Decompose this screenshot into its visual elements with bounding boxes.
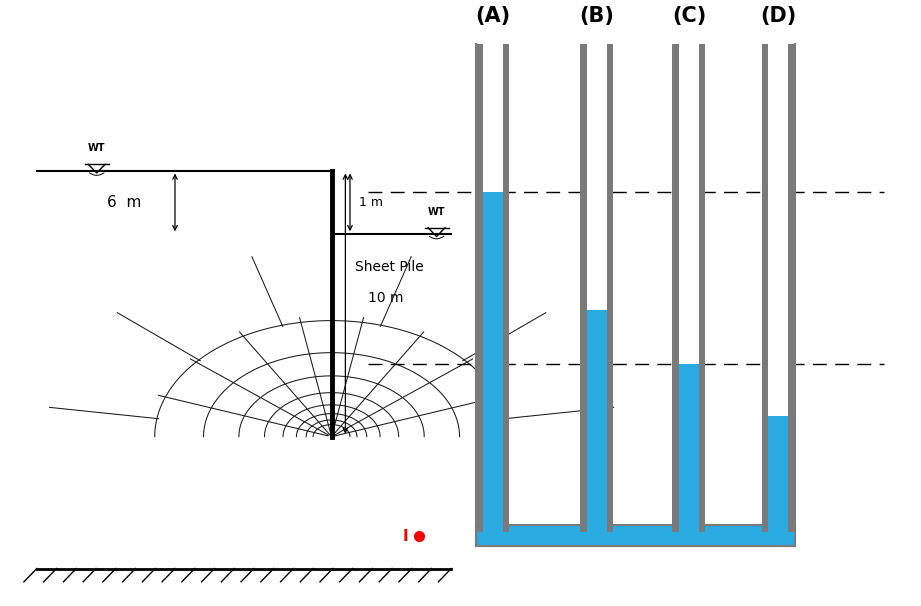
Bar — [788, 44, 795, 532]
Text: I: I — [402, 529, 408, 544]
Bar — [699, 44, 705, 532]
Text: (B): (B) — [579, 5, 614, 25]
Bar — [768, 416, 788, 532]
Bar — [476, 44, 483, 532]
Bar — [672, 44, 679, 532]
Text: (D): (D) — [760, 5, 797, 25]
Text: 10 m: 10 m — [368, 291, 404, 305]
Bar — [483, 192, 503, 532]
Bar — [587, 44, 607, 532]
Text: WT: WT — [427, 207, 446, 217]
Bar — [679, 364, 699, 532]
Bar — [587, 310, 607, 532]
Bar — [762, 44, 768, 532]
Bar — [607, 44, 613, 532]
Text: Sheet Pile: Sheet Pile — [355, 261, 424, 275]
Text: (A): (A) — [475, 5, 510, 25]
Text: (C): (C) — [671, 5, 706, 25]
Text: 1 m: 1 m — [359, 196, 383, 209]
Text: 6  m: 6 m — [107, 195, 142, 210]
Bar — [483, 44, 503, 532]
Bar — [580, 44, 587, 532]
Bar — [679, 44, 699, 532]
Bar — [768, 44, 788, 532]
Bar — [476, 525, 795, 545]
Text: WT: WT — [87, 144, 106, 153]
Bar — [503, 44, 509, 532]
